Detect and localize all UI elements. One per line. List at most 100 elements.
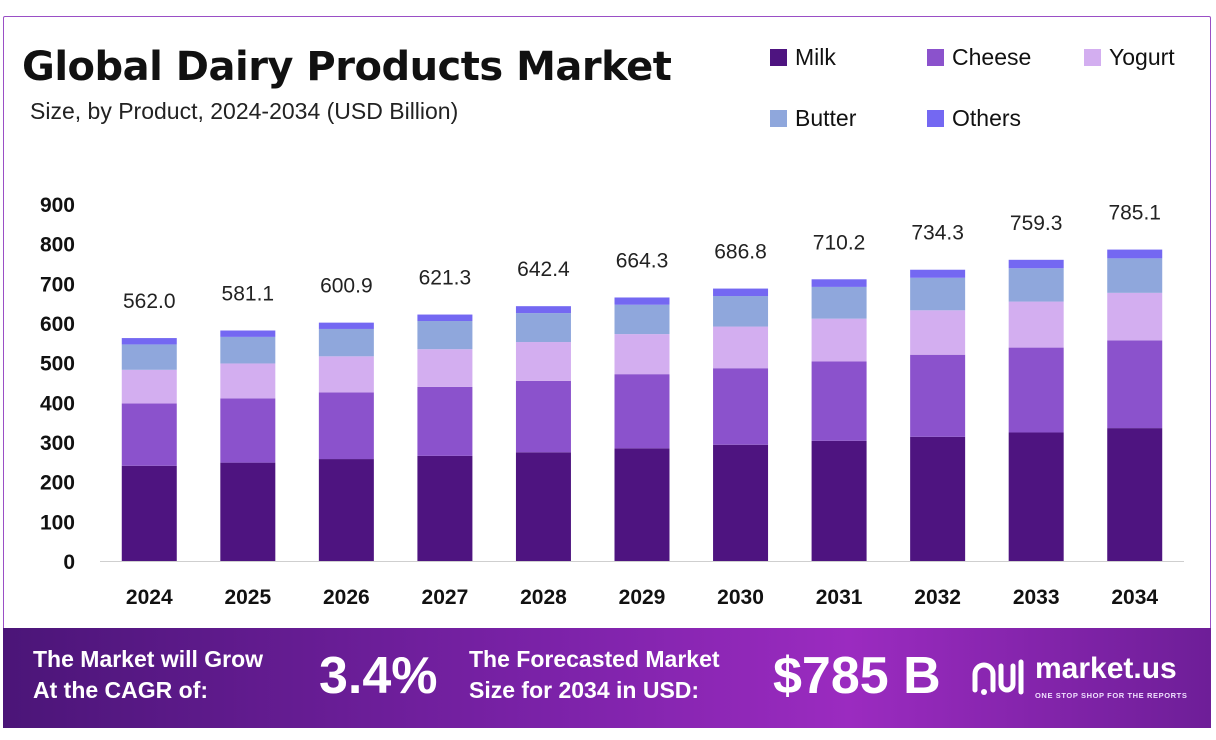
bar-segment-others-2029[interactable] [614,297,670,305]
y-tick-label: 600 [40,313,75,336]
cagr-value: 3.4% [319,647,438,705]
bar-segment-yogurt-2026[interactable] [318,356,374,393]
y-tick-label: 800 [40,234,75,257]
bar-segment-milk-2025[interactable] [220,462,276,561]
bar-segment-others-2026[interactable] [318,322,374,329]
bar-segment-milk-2031[interactable] [811,440,867,561]
bar-segment-butter-2031[interactable] [811,286,867,319]
bar-segment-cheese-2034[interactable] [1107,340,1163,429]
bar-segment-others-2025[interactable] [220,330,276,337]
bar-total-label-2024: 562.0 [123,290,176,313]
y-tick-label: 400 [40,392,75,415]
x-tick-label-2027: 2027 [422,586,469,609]
bar-segment-cheese-2031[interactable] [811,361,867,441]
legend-swatch-others [927,110,944,127]
bar-segment-butter-2030[interactable] [713,296,769,327]
brand-logo[interactable]: market.us ONE STOP SHOP FOR THE REPORTS [971,652,1201,712]
legend-item-cheese[interactable]: Cheese [927,44,1031,71]
bar-segment-yogurt-2031[interactable] [811,318,867,362]
bar-segment-butter-2034[interactable] [1107,258,1163,293]
legend-item-yogurt[interactable]: Yogurt [1084,44,1175,71]
bar-segment-butter-2032[interactable] [910,277,966,311]
bar-segment-yogurt-2025[interactable] [220,363,276,399]
x-tick-label-2025: 2025 [224,586,271,609]
y-tick-label: 0 [63,551,75,574]
bar-segment-butter-2027[interactable] [417,321,473,350]
bar-segment-yogurt-2029[interactable] [614,334,670,375]
y-tick-label: 500 [40,353,75,376]
bar-total-label-2029: 664.3 [616,249,669,272]
bar-total-label-2034: 785.1 [1108,202,1161,225]
x-tick-label-2026: 2026 [323,586,370,609]
stacked-bar-chart: 0 100 200 300 400 500 600 700 800 900 562.0 2024 581… [40,194,1184,609]
bar-segment-milk-2029[interactable] [614,448,670,561]
bar-segment-yogurt-2034[interactable] [1107,292,1163,341]
legend-swatch-yogurt [1084,49,1101,66]
bar-segment-others-2031[interactable] [811,279,867,287]
bar-segment-yogurt-2027[interactable] [417,349,473,387]
bar-segment-cheese-2028[interactable] [515,380,571,453]
bar-segment-cheese-2024[interactable] [121,403,177,466]
summary-banner: The Market will Grow At the CAGR of: 3.4… [3,628,1211,728]
x-tick-label-2031: 2031 [816,586,863,609]
bar-segment-butter-2026[interactable] [318,328,374,357]
bar-segment-milk-2028[interactable] [515,452,571,561]
bar-segment-butter-2028[interactable] [515,313,571,343]
bar-segment-others-2034[interactable] [1107,249,1163,259]
bar-segment-cheese-2033[interactable] [1008,347,1064,433]
bar-segment-others-2030[interactable] [713,288,769,297]
bar-segment-cheese-2030[interactable] [713,368,769,445]
forecast-value: $785 B [773,647,941,705]
bar-segment-butter-2033[interactable] [1008,268,1064,302]
bar-segment-yogurt-2033[interactable] [1008,301,1064,348]
bar-segment-others-2032[interactable] [910,269,966,278]
bar-segment-yogurt-2030[interactable] [713,326,769,369]
bar-total-label-2030: 686.8 [714,241,767,264]
y-tick-label: 300 [40,432,75,455]
forecast-label-line2: Size for 2034 in USD: [469,677,700,703]
bar-segment-milk-2030[interactable] [713,444,769,561]
x-tick-label-2032: 2032 [914,586,961,609]
bar-segment-cheese-2032[interactable] [910,354,966,437]
legend-swatch-butter [770,110,787,127]
bar-segment-others-2024[interactable] [121,338,177,345]
brand-name: market.us [1035,652,1177,685]
bar-segment-milk-2033[interactable] [1008,432,1064,561]
bar-segment-butter-2025[interactable] [220,336,276,364]
bar-segment-butter-2029[interactable] [614,304,670,335]
legend: Milk Cheese Yogurt Butter Others [770,40,1210,140]
bar-segment-others-2028[interactable] [515,306,571,314]
bar-segment-yogurt-2032[interactable] [910,310,966,355]
legend-label-milk: Milk [795,44,836,70]
legend-label-yogurt: Yogurt [1109,44,1175,70]
bar-segment-milk-2032[interactable] [910,436,966,561]
market-us-logo-icon [972,659,1024,695]
bar-segment-milk-2026[interactable] [318,459,374,561]
bar-total-label-2031: 710.2 [813,231,866,254]
cagr-label: The Market will Grow At the CAGR of: [33,644,263,706]
legend-label-others: Others [952,105,1022,131]
bar-segment-milk-2027[interactable] [417,455,473,561]
x-tick-label-2034: 2034 [1111,586,1158,609]
bar-segment-others-2027[interactable] [417,314,473,322]
forecast-label: The Forecasted Market Size for 2034 in U… [469,644,720,706]
bar-segment-yogurt-2024[interactable] [121,369,177,404]
legend-label-butter: Butter [795,105,857,131]
bar-segment-cheese-2027[interactable] [417,386,473,456]
legend-item-milk[interactable]: Milk [770,44,836,71]
legend-item-butter[interactable]: Butter [770,105,856,132]
bar-segment-butter-2024[interactable] [121,344,177,370]
bar-segment-cheese-2025[interactable] [220,398,276,463]
bar-segment-milk-2024[interactable] [121,465,177,561]
bar-total-label-2033: 759.3 [1010,212,1063,235]
forecast-label-line1: The Forecasted Market [469,646,720,672]
bar-total-label-2025: 581.1 [222,282,275,305]
bar-segment-cheese-2026[interactable] [318,392,374,460]
bar-segment-others-2033[interactable] [1008,259,1064,269]
legend-item-others[interactable]: Others [927,105,1021,132]
cagr-label-line1: The Market will Grow [33,646,264,672]
bar-segment-cheese-2029[interactable] [614,374,670,449]
y-tick-label: 700 [40,273,75,296]
bar-segment-milk-2034[interactable] [1107,428,1163,561]
bar-segment-yogurt-2028[interactable] [515,342,571,381]
